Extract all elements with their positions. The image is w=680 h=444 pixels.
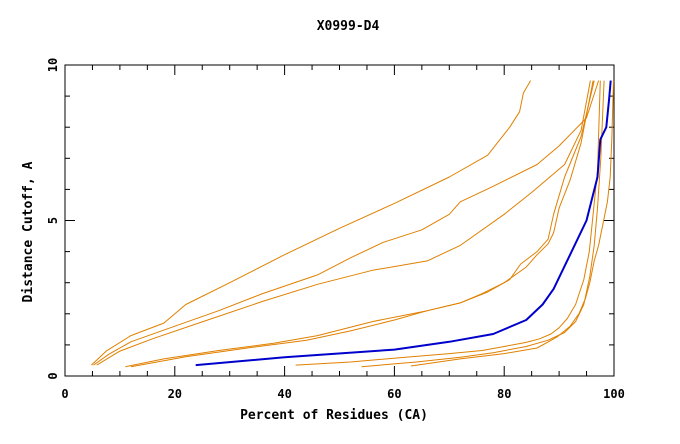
- series-line: [295, 80, 601, 366]
- y-tick-label: 10: [46, 58, 60, 72]
- series-line: [130, 80, 594, 368]
- x-tick-label: 40: [277, 387, 291, 401]
- y-axis-label: Distance Cutoff, A: [21, 161, 36, 302]
- series-line-highlight: [195, 80, 612, 367]
- series-line: [361, 80, 605, 368]
- x-tick-label: 60: [387, 387, 401, 401]
- plot-area: 0 20 40 60 80 100 0 5 10: [46, 58, 625, 401]
- x-tick-label: 80: [497, 387, 511, 401]
- x-tick-label: 0: [61, 387, 68, 401]
- x-axis-label: Percent of Residues (CA): [240, 408, 428, 423]
- series-line: [96, 80, 591, 366]
- series-line: [91, 80, 532, 366]
- chart-title: X0999-D4: [317, 19, 380, 34]
- y-tick-label: 5: [46, 217, 60, 224]
- x-tick-label: 20: [168, 387, 182, 401]
- y-tick-label: 0: [46, 372, 60, 379]
- series-line: [125, 80, 595, 368]
- x-tick-label: 100: [603, 387, 625, 401]
- series-line: [93, 80, 600, 366]
- series-line: [410, 80, 614, 367]
